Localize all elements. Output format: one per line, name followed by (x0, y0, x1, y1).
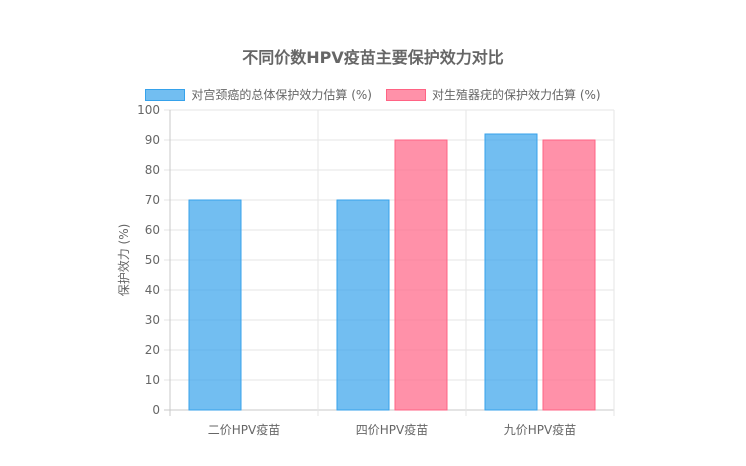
legend: 对宫颈癌的总体保护效力估算 (%) 对生殖器疣的保护效力估算 (%) (0, 86, 746, 103)
y-tick-label: 40 (145, 283, 160, 297)
y-tick-label: 10 (145, 373, 160, 387)
x-tick-label: 九价HPV疫苗 (504, 422, 576, 437)
bar-warts[interactable] (394, 139, 448, 411)
bars-layer (188, 133, 596, 411)
legend-item-warts[interactable]: 对生殖器疣的保护效力估算 (%) (386, 86, 601, 103)
bar-cervical[interactable] (484, 133, 538, 411)
legend-swatch-cervical (145, 88, 186, 101)
chart-title: 不同价数HPV疫苗主要保护效力对比 (242, 48, 504, 67)
y-tick-label: 50 (145, 253, 160, 267)
y-tick-label: 70 (145, 193, 160, 207)
ticks-layer: 0 10 20 30 40 50 60 70 80 90 100 二价HPV疫苗 四价HPV疫苗 九价HP… (137, 103, 576, 437)
legend-label-cervical: 对宫颈癌的总体保护效力估算 (%) (191, 88, 372, 102)
x-tick-label: 四价HPV疫苗 (356, 422, 428, 437)
y-tick-label: 80 (145, 163, 160, 177)
legend-label-warts: 对生殖器疣的保护效力估算 (%) (432, 88, 601, 102)
y-axis-title: 保护效力 (%) (116, 224, 131, 297)
bar-warts[interactable] (542, 139, 596, 411)
y-tick-label: 100 (137, 103, 160, 117)
bar-cervical[interactable] (188, 199, 242, 411)
bar-cervical[interactable] (336, 199, 390, 411)
legend-item-cervical[interactable]: 对宫颈癌的总体保护效力估算 (%) (145, 86, 372, 103)
y-tick-label: 0 (152, 403, 160, 417)
y-tick-label: 30 (145, 313, 160, 327)
x-tick-label: 二价HPV疫苗 (208, 422, 280, 437)
y-tick-label: 90 (145, 133, 160, 147)
y-tick-label: 20 (145, 343, 160, 357)
legend-swatch-warts (386, 88, 426, 101)
y-tick-label: 60 (145, 223, 160, 237)
